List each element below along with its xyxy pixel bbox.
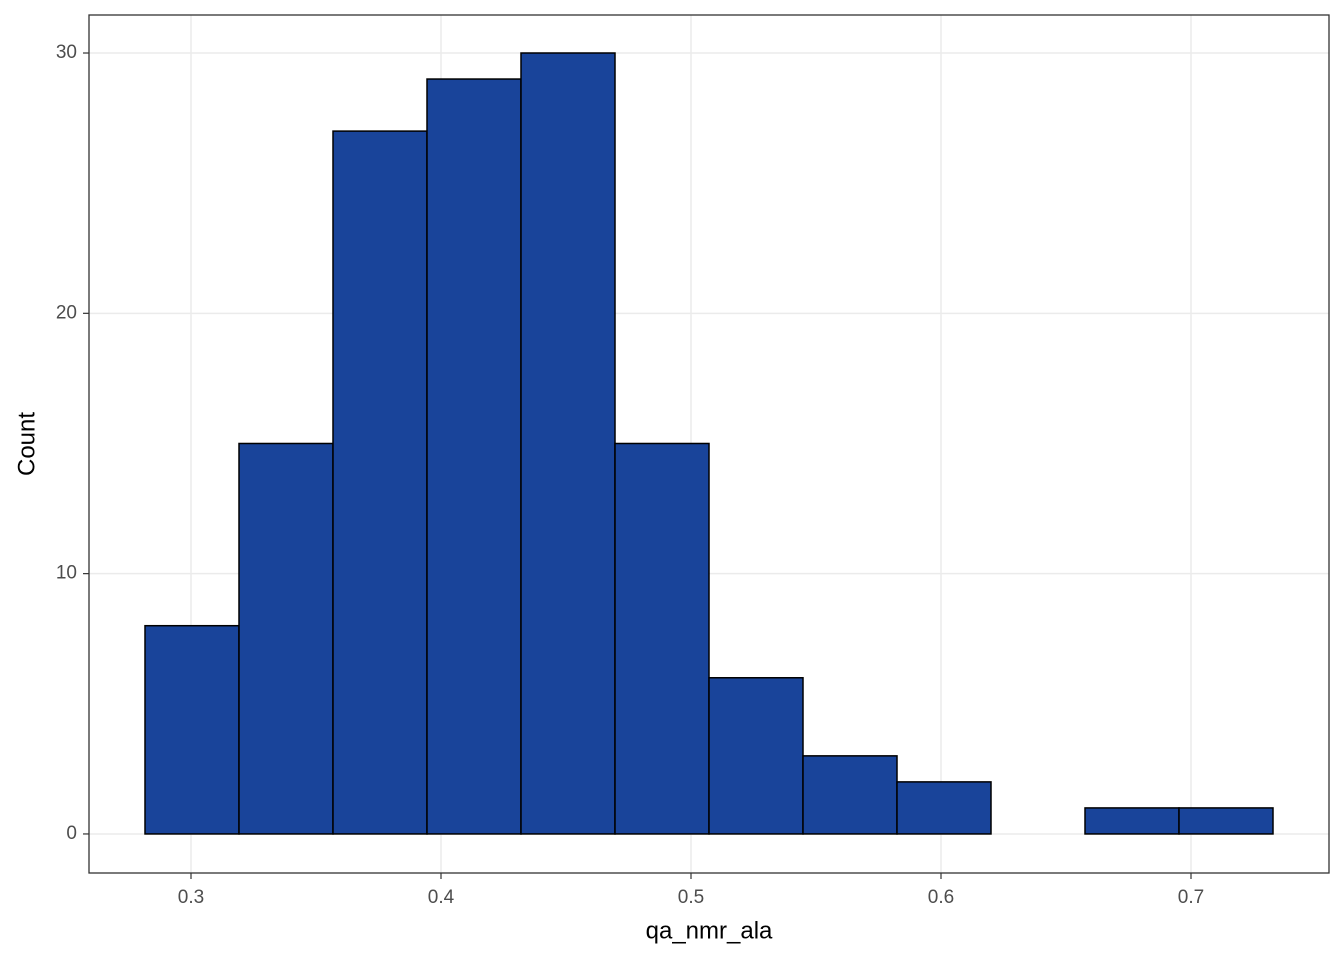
bar: [144, 624, 240, 835]
bar: [614, 442, 710, 835]
plot-border: [88, 14, 1330, 874]
bar: [332, 130, 428, 835]
bar: [802, 755, 898, 835]
bar: [896, 781, 992, 835]
bar: [426, 78, 522, 835]
x-tick-label: 0.7: [1178, 887, 1204, 908]
y-tick-label: 10: [56, 563, 77, 584]
y-tick-label: 30: [56, 42, 77, 63]
y-tick-label: 0: [66, 823, 77, 844]
x-tick-label: 0.6: [928, 887, 954, 908]
bar: [708, 677, 804, 835]
x-tick-label: 0.5: [678, 887, 704, 908]
bar: [520, 52, 616, 835]
x-axis-title: qa_nmr_ala: [646, 917, 773, 944]
bar: [1084, 807, 1180, 835]
x-tick-label: 0.4: [428, 887, 455, 908]
y-tick-label: 20: [56, 302, 77, 323]
bar: [1178, 807, 1274, 835]
bar: [238, 442, 334, 835]
x-tick-label: 0.3: [178, 887, 204, 908]
y-axis-title: Count: [13, 412, 40, 476]
